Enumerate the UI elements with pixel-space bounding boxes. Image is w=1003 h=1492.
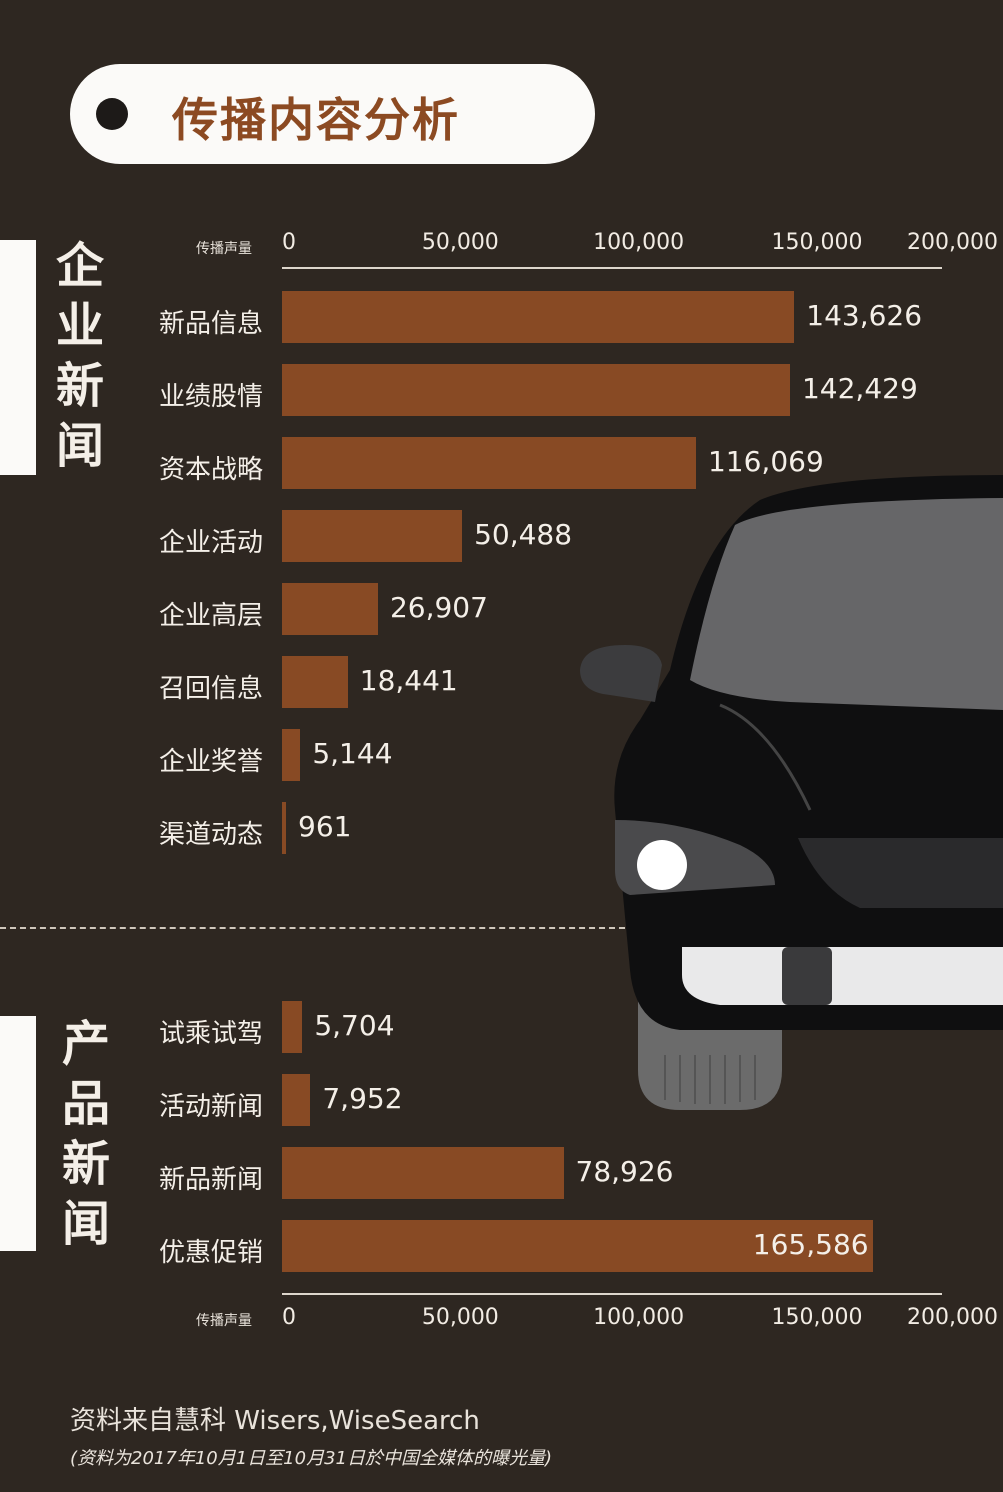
value-label: 116,069 (707, 445, 824, 478)
category-label: 活动新闻 (158, 1092, 263, 1122)
car-bumper (682, 947, 1003, 1005)
page-title: 传播内容分析 (172, 93, 460, 147)
bar (282, 802, 286, 854)
category-label: 优惠促销 (158, 1238, 263, 1268)
bar (282, 583, 378, 635)
car-windshield (690, 498, 1003, 710)
car-mirror (580, 645, 662, 702)
category-label: 企业活动 (158, 528, 263, 558)
bar (282, 1147, 564, 1199)
section-divider (0, 927, 625, 929)
section-bar-product (0, 1016, 36, 1251)
bar (282, 510, 463, 562)
value-label: 50,488 (474, 518, 573, 551)
bottom-axis-label: 传播声量 (196, 1313, 252, 1329)
category-label: 召回信息 (158, 674, 263, 704)
bullet-dot-icon (96, 98, 128, 130)
bar (282, 291, 795, 343)
headlight-bulb (637, 840, 687, 890)
value-label: 7,952 (322, 1082, 403, 1115)
category-label: 资本战略 (158, 455, 263, 485)
category-label: 新品新闻 (158, 1165, 263, 1195)
value-label: 5,704 (314, 1009, 395, 1042)
value-label: 26,907 (389, 591, 488, 624)
bottom-axis-tick-label: 150,000 (771, 1305, 863, 1330)
bottom-axis-rule (282, 1293, 942, 1295)
date-range-note: (资料为2017年10月1日至10月31日於中国全媒体的曝光量) (70, 1448, 553, 1469)
bottom-axis-tick-label: 0 (282, 1305, 296, 1330)
bar (282, 437, 696, 489)
section-label-company: 企业新闻 (55, 238, 104, 474)
value-label: 961 (298, 810, 352, 843)
bottom-axis-tick-label: 100,000 (593, 1305, 685, 1330)
value-label: 143,626 (806, 299, 923, 332)
car-grille (798, 838, 1003, 908)
category-label: 企业高层 (158, 601, 263, 631)
value-label: 142,429 (801, 372, 918, 405)
title-pill (70, 64, 595, 164)
bar (282, 729, 301, 781)
car-illustration (580, 475, 1003, 1110)
value-label: 165,586 (752, 1228, 869, 1261)
top-axis-tick-label: 100,000 (593, 230, 685, 255)
category-label: 试乘试驾 (158, 1019, 263, 1049)
top-axis-tick-label: 50,000 (421, 230, 499, 255)
top-axis-tick-label: 200,000 (907, 230, 998, 255)
category-label: 新品信息 (158, 309, 263, 339)
bar (282, 1001, 303, 1053)
category-label: 企业奖誉 (158, 747, 263, 777)
value-label: 78,926 (575, 1155, 674, 1188)
bar (282, 364, 790, 416)
section-label-product: 产品新闻 (61, 1016, 110, 1252)
section-bar-company (0, 240, 36, 475)
category-label: 渠道动态 (158, 820, 263, 850)
top-axis-tick-label: 150,000 (771, 230, 863, 255)
top-axis-label: 传播声量 (196, 241, 252, 257)
bar (282, 1074, 311, 1126)
category-label: 业绩股情 (158, 382, 263, 412)
top-axis-rule (282, 267, 942, 269)
bottom-axis-tick-label: 200,000 (907, 1305, 998, 1330)
plate-holder (782, 947, 832, 1005)
source-note: 资料来自慧科 Wisers,WiseSearch (70, 1406, 480, 1436)
bar (282, 1220, 873, 1272)
value-label: 18,441 (359, 664, 458, 697)
bottom-axis-tick-label: 50,000 (421, 1305, 499, 1330)
bar (282, 656, 348, 708)
value-label: 5,144 (312, 737, 393, 770)
top-axis-tick-label: 0 (282, 230, 296, 255)
